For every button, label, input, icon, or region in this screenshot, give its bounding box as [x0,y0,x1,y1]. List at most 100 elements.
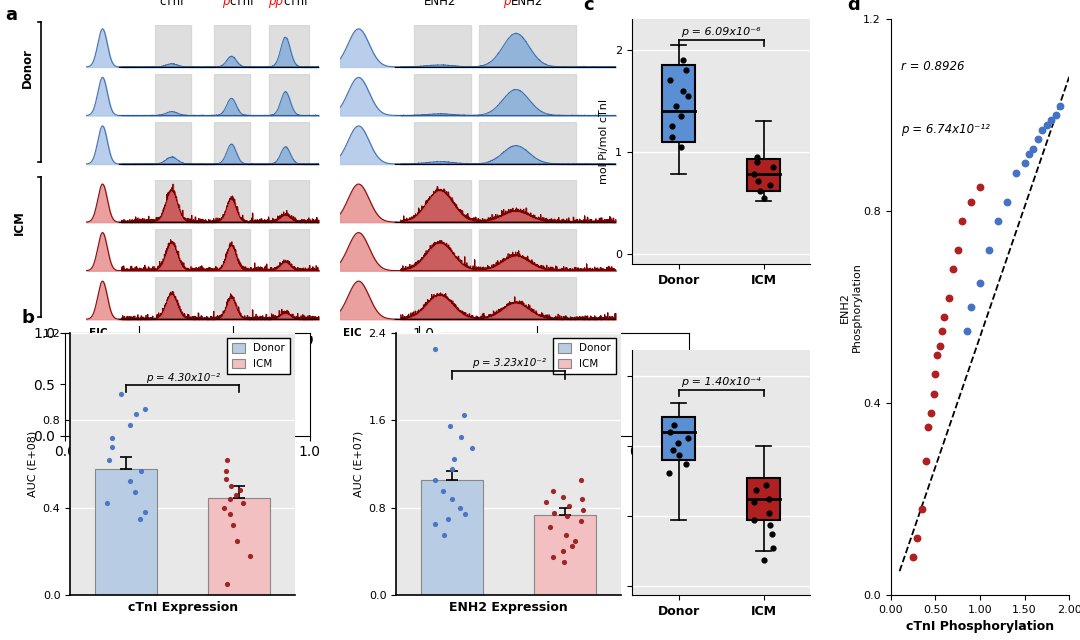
Point [931,340,948,351]
Bar [480,180,577,223]
Point [664,445,681,455]
Point [563,541,580,551]
Point [662,428,679,438]
Text: EIC: EIC [343,328,362,337]
Point [453,431,470,442]
Text: p = 6.09x10⁻⁶: p = 6.09x10⁻⁶ [681,27,761,36]
Point [674,55,691,65]
Point [757,480,774,490]
Bar [154,180,191,223]
Point [958,326,975,336]
Point [677,65,694,76]
Bar [154,228,191,271]
Point [442,420,459,431]
Y-axis label: mol Pi/mol ENH2: mol Pi/mol ENH2 [589,426,598,519]
Text: pp: pp [268,0,283,8]
Point [231,485,248,495]
Point [755,555,772,565]
Text: p = 3.23x10⁻²: p = 3.23x10⁻² [472,358,545,368]
Bar [214,180,251,223]
Point [98,498,116,508]
Point [1052,100,1069,111]
Point [137,507,154,517]
Point [1007,168,1024,178]
Point [445,453,462,463]
Point [677,459,694,469]
Bar [480,277,577,320]
Point [750,175,767,186]
Text: cTnI: cTnI [283,0,308,8]
Text: ICM: ICM [13,211,26,236]
Text: 23900: 23900 [123,336,154,346]
Point [427,519,444,529]
Bar [214,74,251,116]
Point [918,456,935,466]
Point [765,162,782,172]
Point [434,486,451,497]
Y-axis label: mol Pi/mol cTnI: mol Pi/mol cTnI [599,99,609,184]
Point [572,476,590,486]
Point [136,404,153,415]
Bar [95,470,158,595]
Point [748,152,766,162]
Point [558,511,576,522]
Bar [214,228,251,271]
Point [561,500,578,511]
Bar [154,277,191,320]
Point [672,141,689,152]
Point [971,182,988,192]
Point [544,486,562,497]
Bar [414,228,471,271]
Bar [414,277,471,320]
Point [455,410,472,420]
Point [444,494,461,504]
Point [1034,124,1051,135]
Point [104,433,121,443]
Point [663,132,680,142]
Point [746,497,764,508]
Point [929,350,946,360]
Point [133,465,150,476]
Bar [214,277,251,320]
Point [679,91,697,101]
Bar [414,180,471,223]
Point [438,513,456,524]
Bar [269,180,309,223]
Text: cTnI: cTnI [229,0,254,8]
Text: p = 4.30x10⁻²: p = 4.30x10⁻² [146,373,219,383]
Point [761,180,779,190]
Point [541,522,558,532]
Text: 24000: 24000 [218,336,248,346]
Point [919,422,936,433]
X-axis label: ENH2 Expression: ENH2 Expression [449,601,568,614]
Legend: Donor, ICM: Donor, ICM [553,338,616,374]
Point [679,433,697,443]
Text: d: d [848,0,860,13]
Point [242,550,259,561]
Bar [747,478,780,520]
Point [745,170,762,180]
Point [908,532,926,543]
Text: ENH2: ENH2 [423,0,456,8]
Bar [421,481,484,595]
Text: c: c [583,0,594,13]
Point [222,481,240,491]
Point [667,101,685,111]
Bar [269,122,309,165]
Bar [414,25,471,68]
Point [555,547,572,557]
Text: p: p [503,0,511,8]
Point [122,420,139,430]
Bar [269,25,309,68]
Point [221,509,239,520]
Text: EIC: EIC [89,328,107,337]
Point [228,536,245,546]
Point [663,122,680,132]
Point [670,438,687,448]
Text: ENH2: ENH2 [511,0,543,8]
Point [945,264,962,274]
Point [572,516,590,526]
Point [745,515,762,525]
Point [435,530,453,540]
Point [444,465,461,475]
